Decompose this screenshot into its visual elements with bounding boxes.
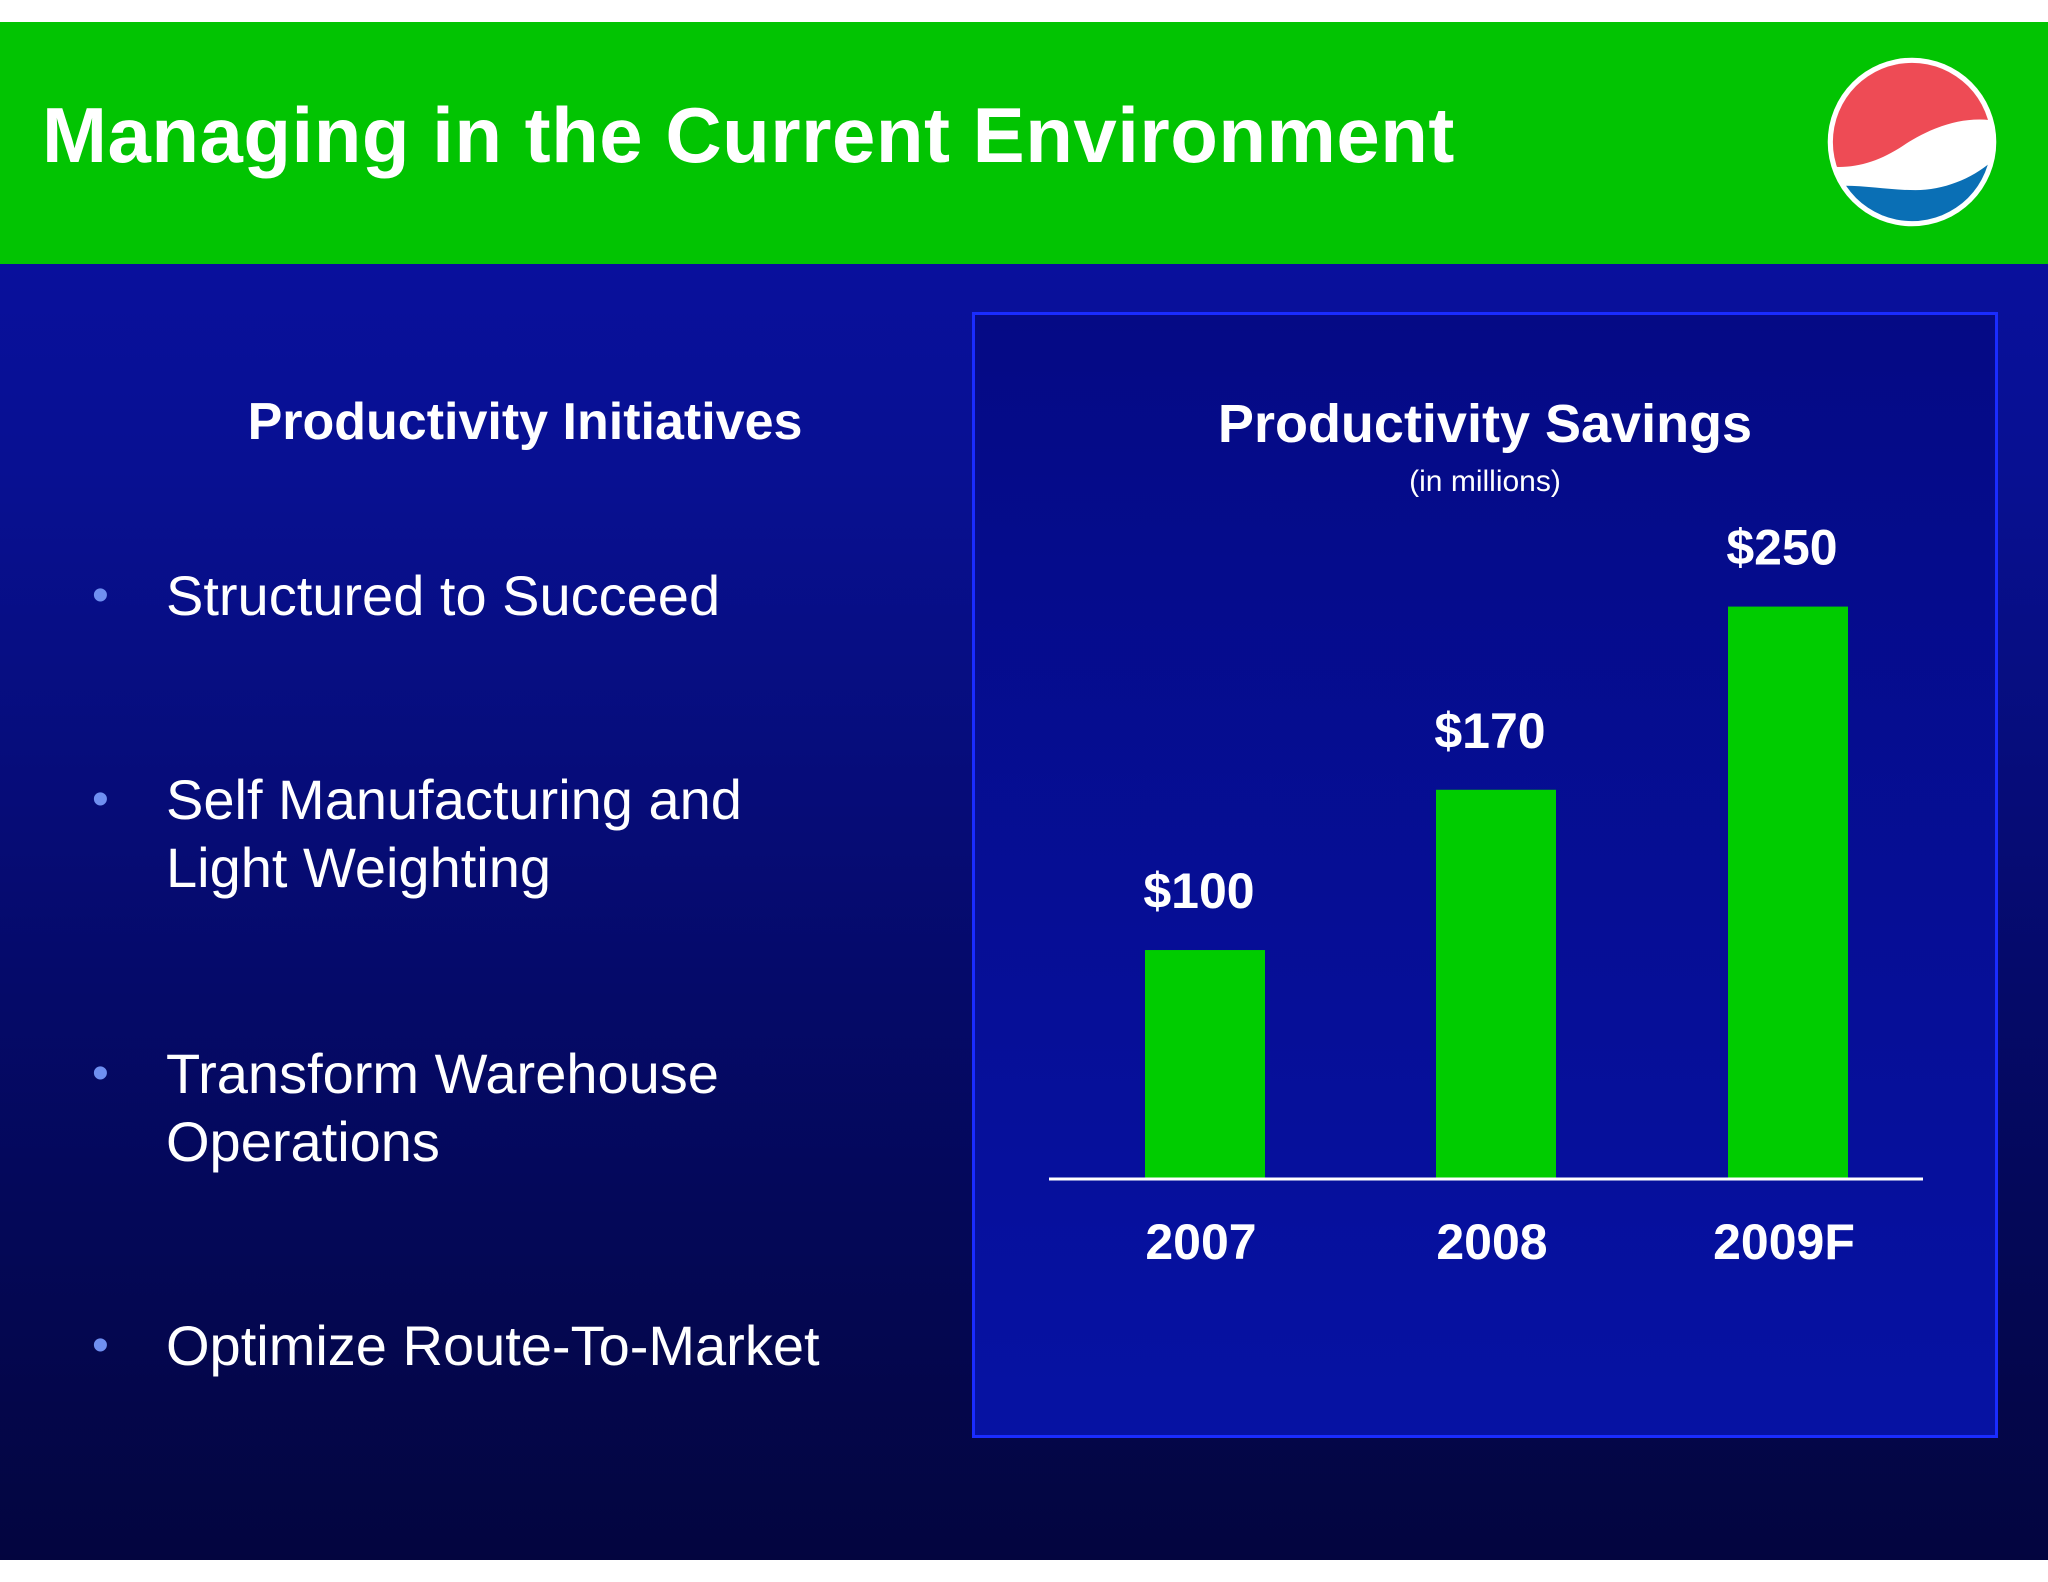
bullet-dot-icon: • xyxy=(92,1319,109,1372)
bullet-line: Structured to Succeed xyxy=(166,564,721,627)
data-label-2009F: $250 xyxy=(1726,520,1837,576)
bullet-dot-icon: • xyxy=(92,773,109,826)
slide-background: Managing in the Current Environment Prod… xyxy=(0,22,2048,1560)
chart-title: Productivity Savings xyxy=(1217,394,1753,454)
bar-2007 xyxy=(1145,950,1265,1179)
x-tick-label-2009F: 2009F xyxy=(1713,1214,1855,1270)
data-label-2007: $100 xyxy=(1143,863,1254,919)
chart-subtitle: (in millions) xyxy=(1409,465,1561,498)
bullet-line: Transform Warehouse xyxy=(166,1042,719,1105)
left-heading: Productivity Initiatives xyxy=(247,393,803,451)
bullet-line: Operations xyxy=(166,1110,440,1173)
bar-chart: $100 2007 $170 2008 $250 2009F xyxy=(1049,520,1923,1270)
bullet-line: Self Manufacturing and xyxy=(166,768,742,831)
bullet-line: Optimize Route-To-Market xyxy=(166,1314,820,1377)
bar-2009F xyxy=(1728,606,1848,1179)
bullet-dot-icon: • xyxy=(92,1047,109,1100)
title-bar: Managing in the Current Environment xyxy=(0,22,2048,264)
data-label-2008: $170 xyxy=(1434,703,1545,759)
bar-2008 xyxy=(1436,789,1556,1179)
x-tick-label-2008: 2008 xyxy=(1436,1214,1547,1270)
bullet-line: Light Weighting xyxy=(166,836,551,899)
page-title: Managing in the Current Environment xyxy=(42,91,1455,179)
bullet-dot-icon: • xyxy=(92,569,109,622)
x-tick-label-2007: 2007 xyxy=(1145,1214,1256,1270)
pepsi-globe-logo-icon xyxy=(1827,57,1997,227)
chart-panel: Productivity Savings (in millions) $100 2… xyxy=(972,312,1998,1438)
